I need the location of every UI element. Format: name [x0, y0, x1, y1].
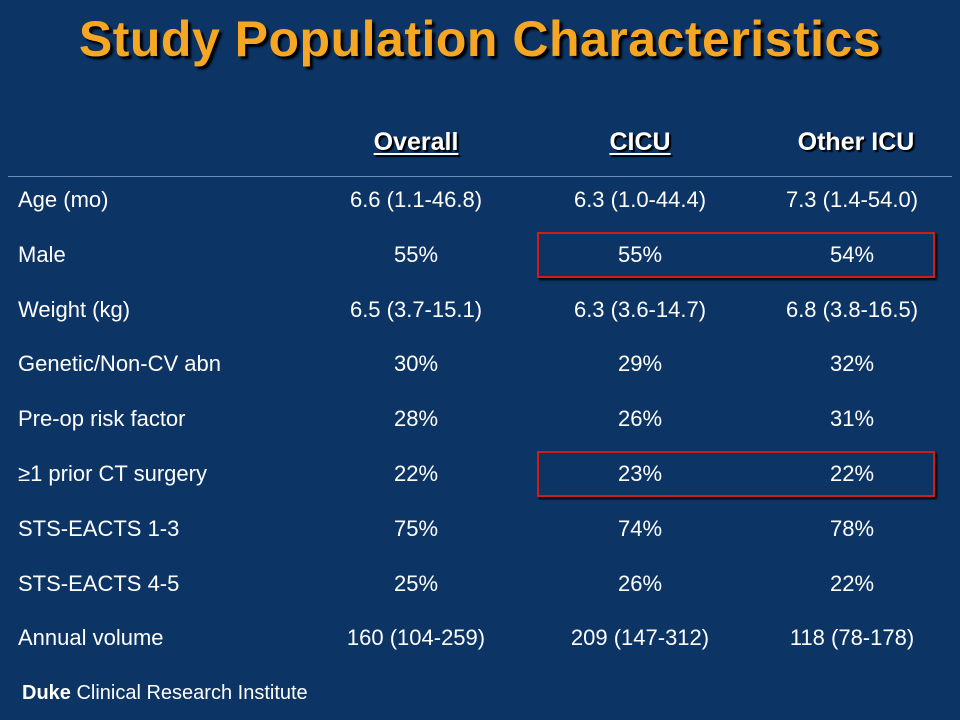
- row-label: STS-EACTS 1-3: [18, 515, 180, 541]
- cell-other-icu: 22%: [829, 460, 875, 486]
- column-header-overall: Overall: [373, 128, 459, 156]
- row-label: Weight (kg): [18, 296, 131, 322]
- row-label: Annual volume: [18, 625, 164, 651]
- slide-title: Study Population Characteristics: [78, 11, 882, 67]
- cell-other-icu: 7.3 (1.4-54.0): [785, 187, 919, 212]
- cell-other-icu: 31%: [829, 406, 875, 432]
- row-label: ≥1 prior CT surgery: [18, 460, 207, 486]
- cell-overall: 6.6 (1.1-46.8): [349, 187, 483, 212]
- table-row-sts-1-3: STS-EACTS 1-3 75% 74% 78%: [0, 507, 960, 562]
- cell-other-icu: 22%: [829, 570, 875, 596]
- table-row-preop-risk: Pre-op risk factor 28% 26% 31%: [0, 397, 960, 452]
- cell-overall: 22%: [393, 460, 439, 486]
- cell-cicu: 74%: [617, 515, 663, 541]
- column-header-other-icu: Other ICU: [797, 128, 915, 156]
- table-row-weight: Weight (kg) 6.5 (3.7-15.1) 6.3 (3.6-14.7…: [0, 288, 960, 343]
- cell-cicu: 29%: [617, 351, 663, 377]
- row-label: Pre-op risk factor: [18, 406, 186, 432]
- cell-cicu: 26%: [617, 570, 663, 596]
- cell-other-icu: 118 (78-178): [789, 625, 915, 651]
- cell-overall: 25%: [393, 570, 439, 596]
- cell-other-icu: 32%: [829, 351, 875, 377]
- cell-overall: 6.5 (3.7-15.1): [349, 296, 483, 322]
- cell-cicu: 6.3 (3.6-14.7): [573, 296, 707, 322]
- cell-cicu: 23%: [617, 460, 663, 486]
- table-row-sts-4-5: STS-EACTS 4-5 25% 26% 22%: [0, 562, 960, 617]
- characteristics-table: Age (mo) 6.6 (1.1-46.8) 6.3 (1.0-44.4) 7…: [0, 178, 960, 671]
- column-header-cicu: CICU: [609, 128, 671, 156]
- table-row-prior-surgery: ≥1 prior CT surgery 22% 23% 22%: [0, 452, 960, 507]
- header-divider: [8, 176, 952, 177]
- cell-overall: 75%: [393, 515, 439, 541]
- table-row-genetic: Genetic/Non-CV abn 30% 29% 32%: [0, 342, 960, 397]
- row-label: Male: [18, 241, 66, 267]
- cell-cicu: 26%: [617, 406, 663, 432]
- cell-overall: 160 (104-259): [346, 625, 486, 651]
- highlight-box-male: [537, 232, 935, 278]
- cell-other-icu: 54%: [829, 241, 875, 267]
- row-label: Age (mo): [18, 187, 109, 212]
- logo-brand: Duke: [22, 682, 71, 704]
- cell-overall: 28%: [393, 406, 439, 432]
- cell-cicu: 6.3 (1.0-44.4): [573, 187, 707, 212]
- table-row-annual-volume: Annual volume 160 (104-259) 209 (147-312…: [0, 616, 960, 671]
- cell-overall: 55%: [393, 241, 439, 267]
- cell-overall: 30%: [393, 351, 439, 377]
- institution-logo: Duke Clinical Research Institute: [22, 682, 308, 705]
- cell-cicu: 209 (147-312): [570, 625, 710, 651]
- logo-text: Clinical Research Institute: [76, 682, 308, 704]
- cell-other-icu: 78%: [829, 515, 875, 541]
- row-label: STS-EACTS 4-5: [18, 570, 180, 596]
- cell-cicu: 55%: [617, 241, 663, 267]
- table-row-age: Age (mo) 6.6 (1.1-46.8) 6.3 (1.0-44.4) 7…: [0, 178, 960, 233]
- table-row-male: Male 55% 55% 54%: [0, 233, 960, 288]
- cell-other-icu: 6.8 (3.8-16.5): [785, 296, 919, 322]
- row-label: Genetic/Non-CV abn: [18, 351, 221, 377]
- highlight-box-prior-surgery: [537, 451, 935, 497]
